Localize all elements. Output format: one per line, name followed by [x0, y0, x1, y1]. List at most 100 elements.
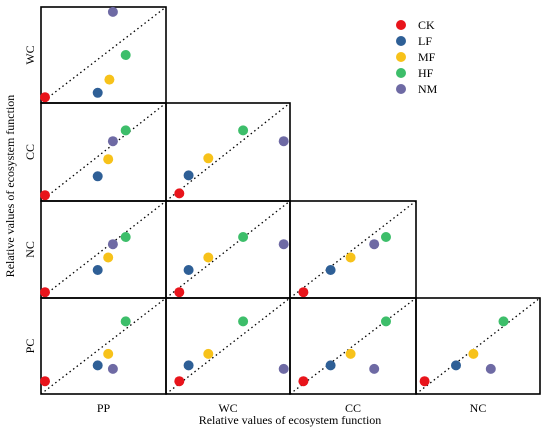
point-mf [203, 348, 214, 359]
legend-marker [396, 84, 406, 94]
point-nm [369, 239, 380, 250]
point-mf [345, 252, 356, 263]
point-hf [120, 232, 131, 242]
point-hf [120, 50, 131, 60]
point-nm [278, 239, 289, 250]
panel-cc-vs-pp [40, 102, 167, 202]
one-to-one-line [165, 102, 291, 202]
point-hf [498, 316, 509, 327]
panel-pc-vs-pp [40, 297, 167, 395]
legend-marker [396, 20, 406, 30]
point-mf [104, 74, 115, 85]
point-lf [451, 360, 461, 371]
panel-nc-vs-wc [165, 200, 291, 299]
panel-pc-vs-wc [165, 297, 291, 395]
point-lf [325, 265, 336, 275]
panel-frame [415, 297, 541, 395]
point-lf [183, 170, 194, 181]
row-label-pc: PC [23, 339, 37, 354]
point-nm [485, 363, 496, 374]
panel-nc-vs-cc [289, 200, 417, 299]
point-ck [40, 287, 50, 298]
point-hf [238, 316, 249, 327]
x-axis-title: Relative values of ecosystem function [199, 413, 382, 427]
legend-item-hf: HF [396, 66, 434, 80]
one-to-one-line [289, 297, 417, 395]
row-labels: WC CC NC PC [23, 45, 37, 353]
point-mf [203, 252, 214, 263]
point-hf [120, 316, 131, 327]
point-lf [92, 360, 103, 371]
point-nm [107, 239, 118, 250]
point-lf [92, 265, 103, 275]
legend-label: NM [418, 82, 438, 96]
point-hf [381, 316, 391, 327]
panel-nc-vs-pp [40, 200, 167, 299]
point-mf [345, 348, 356, 359]
one-to-one-line [165, 200, 291, 299]
point-hf [381, 232, 391, 242]
column-labels: PP WC CC NC [97, 401, 487, 415]
point-ck [174, 188, 185, 199]
point-lf [92, 171, 103, 182]
point-nm [369, 363, 380, 374]
point-lf [325, 360, 336, 371]
one-to-one-line [165, 297, 291, 395]
point-mf [468, 348, 479, 359]
point-mf [103, 154, 114, 165]
point-mf [103, 252, 114, 263]
point-ck [419, 376, 430, 387]
point-hf [238, 125, 249, 136]
one-to-one-line [40, 102, 167, 202]
point-mf [203, 153, 214, 164]
legend-marker [396, 36, 406, 46]
row-label-nc: NC [23, 241, 37, 258]
point-nm [278, 363, 289, 374]
point-hf [120, 125, 131, 136]
one-to-one-line [415, 297, 541, 395]
legend-item-ck: CK [396, 18, 435, 32]
column-label-wc: WC [218, 401, 237, 415]
point-nm [278, 136, 289, 147]
point-nm [107, 136, 118, 147]
point-hf [238, 232, 249, 242]
legend: CK LF MF HF NM [396, 18, 438, 96]
one-to-one-line [289, 200, 417, 299]
point-ck [298, 287, 309, 298]
point-ck [40, 92, 50, 103]
legend-item-nm: NM [396, 82, 438, 96]
panel-pc-vs-cc [289, 297, 417, 395]
y-axis-title: Relative values of ecosystem function [3, 95, 17, 278]
legend-label: LF [418, 34, 432, 48]
column-label-pp: PP [97, 401, 111, 415]
one-to-one-line [40, 200, 167, 299]
legend-label: MF [418, 50, 436, 64]
point-nm [107, 363, 118, 374]
panel-grid [40, 6, 541, 395]
point-ck [40, 376, 50, 387]
legend-item-mf: MF [396, 50, 436, 64]
column-label-nc: NC [470, 401, 487, 415]
column-label-cc: CC [345, 401, 361, 415]
point-ck [174, 376, 185, 387]
point-lf [92, 87, 103, 98]
panel-wc-vs-pp [40, 6, 167, 104]
row-label-wc: WC [23, 45, 37, 64]
point-lf [183, 360, 194, 371]
legend-label: CK [418, 18, 435, 32]
legend-label: HF [418, 66, 434, 80]
point-ck [40, 190, 50, 201]
legend-marker [396, 68, 406, 78]
legend-marker [396, 52, 406, 62]
point-ck [174, 287, 185, 298]
point-nm [107, 6, 118, 17]
point-mf [103, 348, 114, 359]
point-lf [183, 265, 194, 275]
panel-pc-vs-nc [415, 297, 541, 395]
row-label-cc: CC [23, 144, 37, 160]
one-to-one-line [40, 6, 167, 104]
point-ck [298, 376, 309, 387]
panel-cc-vs-wc [165, 102, 291, 202]
legend-item-lf: LF [396, 34, 432, 48]
